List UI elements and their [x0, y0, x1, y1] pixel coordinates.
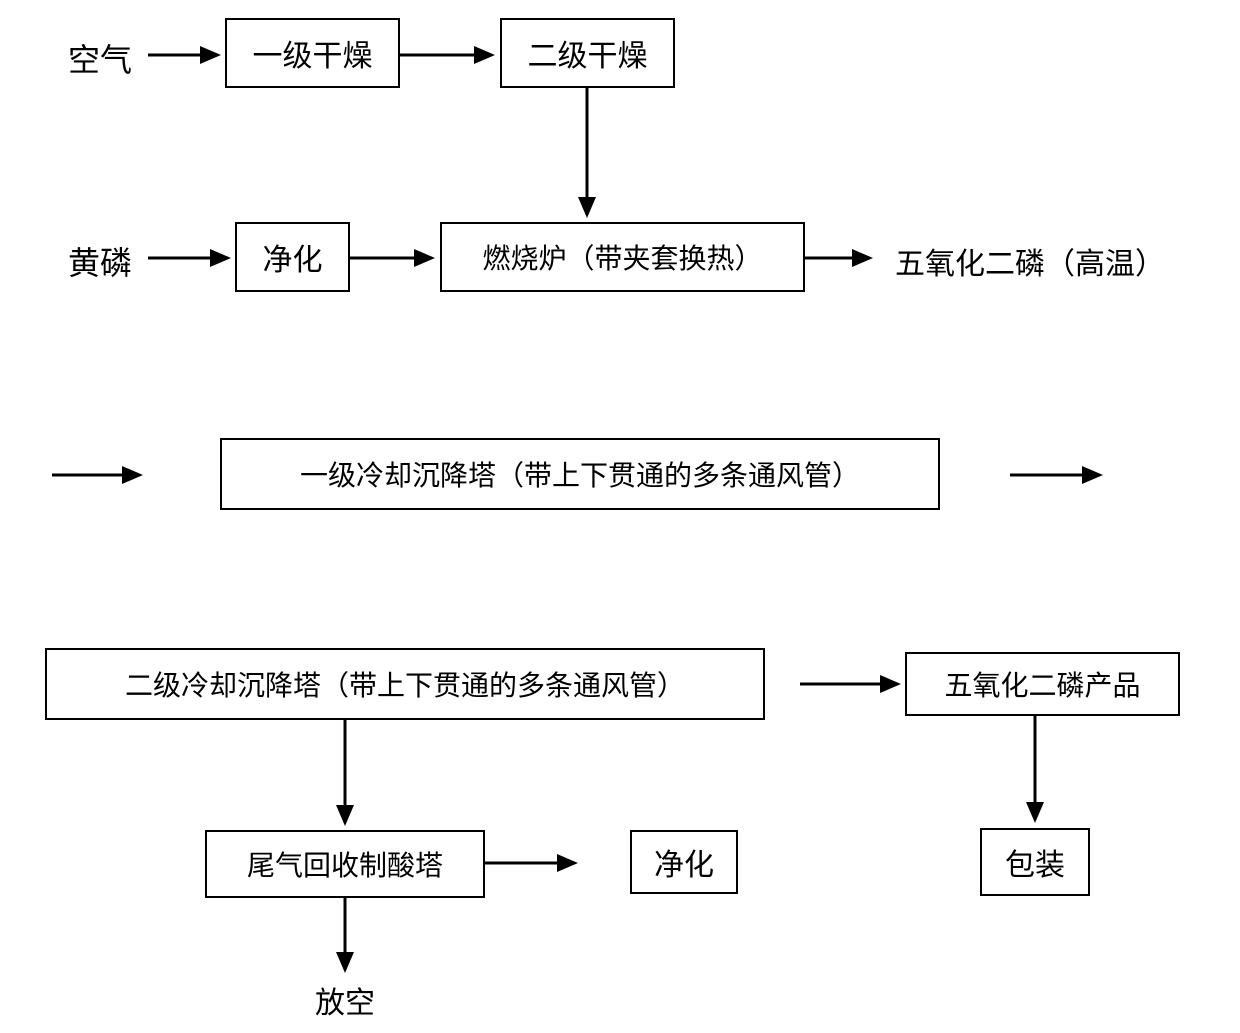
node-pack: 包装: [980, 828, 1090, 896]
node-vent: 放空: [290, 975, 400, 1025]
node-dry2-label: 二级干燥: [528, 31, 648, 75]
node-pack-label: 包装: [1005, 840, 1065, 884]
node-purify1: 净化: [235, 222, 350, 292]
node-yellow-phosphorus-label: 黄磷: [68, 238, 132, 284]
node-purify2-label: 净化: [654, 840, 714, 884]
node-cool1-label: 一级冷却沉降塔（带上下贯通的多条通风管）: [300, 454, 860, 494]
node-yellow-phosphorus: 黄磷: [45, 233, 155, 288]
node-purify2: 净化: [630, 830, 738, 894]
node-purify1-label: 净化: [263, 235, 323, 279]
node-vent-label: 放空: [315, 978, 375, 1022]
node-cool2: 二级冷却沉降塔（带上下贯通的多条通风管）: [45, 648, 765, 720]
node-air-label: 空气: [68, 35, 132, 81]
node-p2o5-hot: 五氧化二磷（高温）: [870, 233, 1190, 288]
node-cool1: 一级冷却沉降塔（带上下贯通的多条通风管）: [220, 438, 940, 510]
node-cool2-label: 二级冷却沉降塔（带上下贯通的多条通风管）: [125, 664, 685, 704]
node-p2o5-hot-label: 五氧化二磷（高温）: [895, 239, 1165, 283]
node-dry2: 二级干燥: [500, 18, 675, 88]
node-tailgas: 尾气回收制酸塔: [205, 830, 485, 898]
node-product: 五氧化二磷产品: [905, 652, 1180, 716]
node-furnace: 燃烧炉（带夹套换热）: [440, 222, 805, 292]
node-dry1: 一级干燥: [225, 18, 400, 88]
node-air: 空气: [45, 30, 155, 85]
node-furnace-label: 燃烧炉（带夹套换热）: [482, 237, 762, 277]
node-product-label: 五氧化二磷产品: [944, 664, 1140, 704]
node-tailgas-label: 尾气回收制酸塔: [247, 844, 443, 884]
node-dry1-label: 一级干燥: [253, 31, 373, 75]
